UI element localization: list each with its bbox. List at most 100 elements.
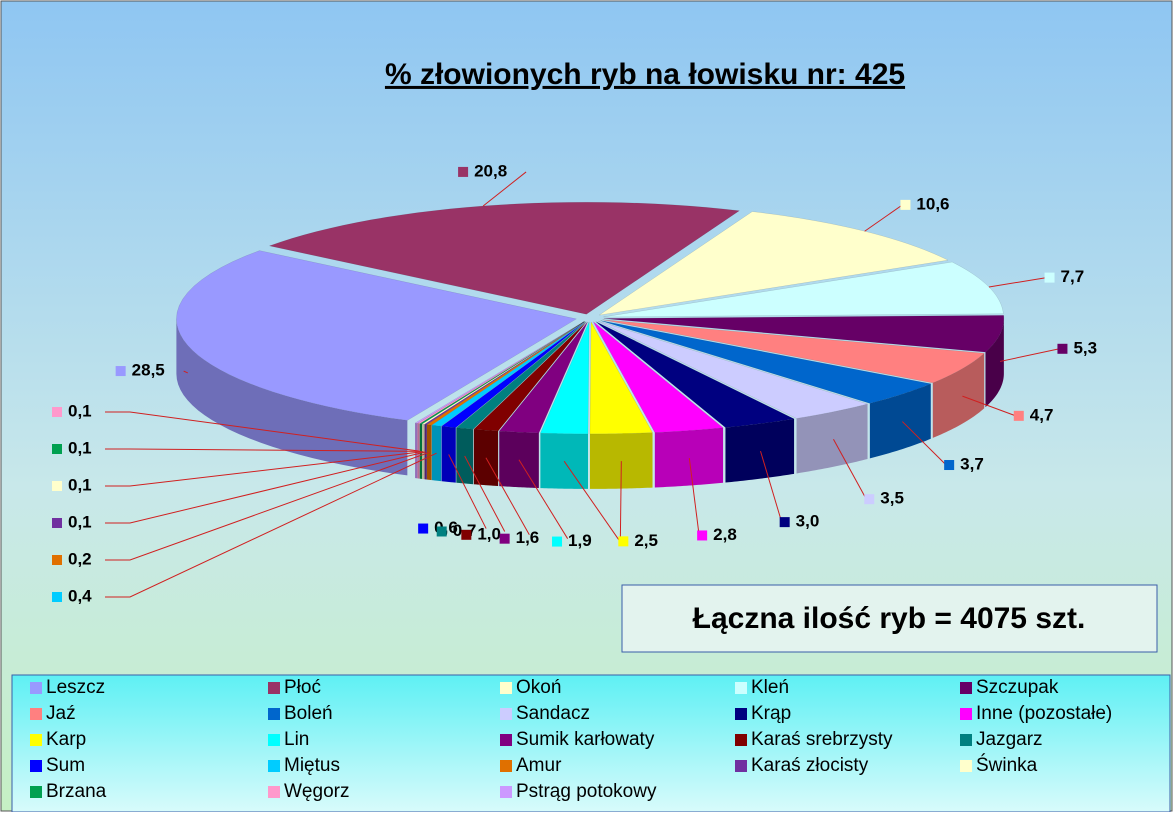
slice <box>603 261 1004 318</box>
leader-line <box>833 439 867 500</box>
leader-line <box>485 457 530 536</box>
label-swatch <box>52 407 62 417</box>
legend-swatch <box>268 682 280 694</box>
slice <box>589 320 653 435</box>
legend-label: Świnka <box>976 754 1038 776</box>
slice-side <box>499 431 539 489</box>
legend-label: Brzana <box>46 781 107 802</box>
data-label: 2,8 <box>713 525 737 544</box>
legend-label: Sumik karłowaty <box>516 729 655 750</box>
label-swatch <box>697 530 708 541</box>
label-swatch <box>418 523 429 534</box>
label-swatch <box>1044 272 1055 283</box>
slice-side <box>654 427 724 488</box>
slice <box>593 321 724 433</box>
label-swatch <box>52 592 62 602</box>
data-label: 5,3 <box>1073 338 1097 357</box>
label-swatch <box>461 529 472 540</box>
slice <box>176 250 578 421</box>
leader-line <box>864 204 903 232</box>
legend-swatch <box>500 734 512 746</box>
legend-swatch <box>30 682 42 694</box>
chart-title: % złowionych ryb na łowisku nr: 425 <box>385 58 905 91</box>
leader-line <box>105 451 424 487</box>
legend-swatch <box>735 682 747 694</box>
slice <box>598 320 869 419</box>
legend-label: Płoć <box>284 677 321 698</box>
leader-line <box>105 451 430 561</box>
data-label: 0,1 <box>68 475 92 494</box>
label-swatch <box>552 536 563 547</box>
leader-line <box>105 451 426 524</box>
slice-side <box>540 433 589 489</box>
legend-swatch <box>500 708 512 720</box>
slice <box>426 321 585 426</box>
label-swatch <box>115 366 126 377</box>
legend-swatch <box>960 734 972 746</box>
legend-label: Miętus <box>284 755 340 776</box>
leader-line <box>518 459 569 539</box>
legend-swatch <box>30 708 42 720</box>
data-label: 3,5 <box>880 489 904 508</box>
label-swatch <box>779 517 790 528</box>
label-swatch <box>52 444 62 454</box>
slice <box>421 321 585 425</box>
legend-label: Szczupak <box>976 677 1059 698</box>
legend-label: Boleń <box>284 703 333 724</box>
slice-side <box>176 318 408 476</box>
legend-label: Krąp <box>751 703 791 724</box>
leader-line <box>563 460 621 542</box>
leader-line <box>688 457 700 536</box>
legend-swatch <box>735 760 747 772</box>
slice <box>600 320 932 404</box>
slice <box>414 321 585 424</box>
slice <box>602 319 985 384</box>
data-label: 0,4 <box>68 586 92 605</box>
slice <box>599 211 949 316</box>
legend-swatch <box>960 682 972 694</box>
data-label: 4,7 <box>1030 405 1054 424</box>
slice <box>540 321 590 435</box>
label-swatch <box>900 199 911 210</box>
slice-side <box>473 429 499 487</box>
legend-swatch <box>30 786 42 798</box>
label-swatch <box>436 526 447 537</box>
data-label: 1,0 <box>477 524 501 543</box>
legend-swatch <box>500 682 512 694</box>
legend-label: Węgorz <box>284 781 349 802</box>
legend-swatch <box>268 708 280 720</box>
annotation-box <box>621 584 1158 653</box>
slice-side <box>419 423 423 479</box>
data-label: 7,7 <box>1061 267 1085 286</box>
data-label: 1,6 <box>516 528 540 547</box>
legend-swatch <box>500 760 512 772</box>
data-label: 10,6 <box>916 194 949 213</box>
slice <box>419 321 585 425</box>
leader-line <box>962 395 1016 417</box>
leader-line <box>105 411 419 452</box>
legend-label: Inne (pozostałe) <box>976 703 1112 724</box>
legend-swatch <box>268 734 280 746</box>
leader-line <box>619 461 622 542</box>
slice <box>423 321 585 425</box>
data-label: 3,7 <box>960 455 984 474</box>
data-label: 2,5 <box>634 531 658 550</box>
leader-line <box>448 454 487 529</box>
label-swatch <box>1057 343 1068 354</box>
slice <box>416 321 585 424</box>
legend-label: Sum <box>46 755 85 776</box>
data-label: 0,1 <box>68 438 92 457</box>
slice-side <box>456 427 474 485</box>
leader-line <box>999 348 1060 362</box>
label-swatch <box>52 481 62 491</box>
leader-line <box>183 370 188 374</box>
slice-side <box>441 426 456 483</box>
slice-side <box>985 318 1004 408</box>
data-label: 3,0 <box>796 512 820 531</box>
legend-swatch <box>735 734 747 746</box>
slice <box>595 321 795 428</box>
legend-label: Lin <box>284 729 309 750</box>
legend-swatch <box>960 760 972 772</box>
